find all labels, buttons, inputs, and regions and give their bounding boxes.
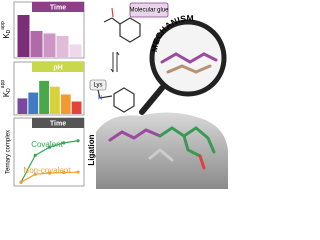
imine-structure <box>97 87 135 113</box>
bar <box>69 44 82 57</box>
y-axis-label: Ternary complex <box>6 130 12 174</box>
y-axis-label: KDapp <box>0 21 12 39</box>
bar <box>71 101 82 114</box>
residue-label: Lys <box>93 83 102 89</box>
series-point <box>47 171 52 175</box>
series-point <box>19 180 23 184</box>
lens-sticks <box>160 52 218 74</box>
ligation-label: Ligation <box>87 134 96 165</box>
y-label-main: K <box>2 33 11 39</box>
equilibrium-arrows <box>110 51 120 73</box>
graphical-abstract: Ligation Molecular glue Lys N MECHANISM … <box>0 1 228 189</box>
y-axis-label: KDapp <box>0 80 12 98</box>
y-label-sup: app <box>0 80 6 89</box>
bar <box>17 98 28 114</box>
ligand-sticks <box>108 126 216 170</box>
series-point <box>62 141 66 145</box>
panel-header-text: Time <box>50 4 66 11</box>
bar <box>30 30 43 57</box>
panel-header <box>32 118 84 128</box>
y-label-sub: D <box>6 29 12 33</box>
molecule-label-box <box>129 2 169 18</box>
series-point <box>33 153 37 157</box>
y-label-main: K <box>2 91 11 97</box>
series-point <box>47 145 52 149</box>
bar <box>39 80 49 114</box>
panel-header <box>32 2 84 12</box>
bar <box>28 92 39 114</box>
y-label-sub: D <box>6 88 12 92</box>
bar <box>60 94 71 114</box>
panel-header-text: Time <box>50 120 66 127</box>
series-label: Covalent <box>31 140 63 149</box>
series-point <box>76 139 80 143</box>
nitrogen: N <box>98 96 102 102</box>
series-point <box>62 170 66 175</box>
bar <box>50 86 60 114</box>
series-label: Non-covalent <box>23 166 71 175</box>
series-point <box>33 172 37 176</box>
bar <box>17 15 30 57</box>
magnifier-handle <box>139 85 165 115</box>
panel-header <box>32 62 84 72</box>
panel-header-text: pH <box>53 64 62 71</box>
bar <box>43 33 56 57</box>
magnifier-lens <box>149 19 227 97</box>
series-point <box>76 170 80 174</box>
bar <box>56 36 69 57</box>
molecule-label: Molecular glue <box>129 8 169 14</box>
y-label-sup: app <box>0 21 6 30</box>
aldehyde-structure <box>103 7 141 43</box>
